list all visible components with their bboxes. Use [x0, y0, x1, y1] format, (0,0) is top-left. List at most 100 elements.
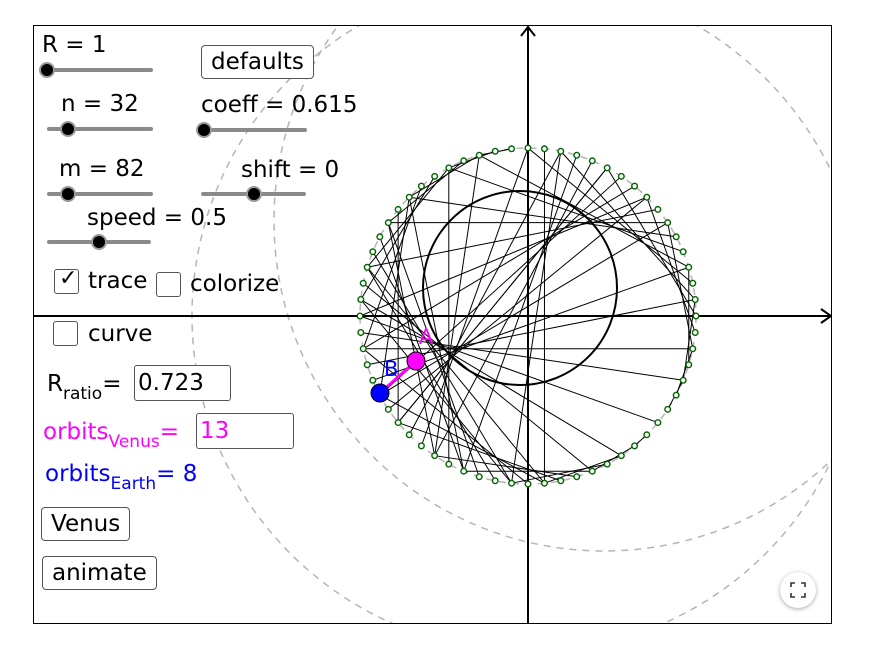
orbit-point	[685, 263, 693, 271]
orbit-point	[617, 452, 625, 460]
chord-line	[362, 185, 635, 350]
m-slider[interactable]	[47, 186, 153, 202]
m-label: m = 82	[59, 156, 145, 182]
orbit-point	[557, 477, 565, 485]
chord-line	[366, 167, 450, 268]
R-slider-track[interactable]	[47, 68, 153, 72]
ratio-label: Rratio=	[47, 373, 121, 403]
orbit-point	[491, 147, 499, 155]
orbit-point	[431, 172, 439, 180]
orbit-point	[357, 328, 365, 336]
orbit-point	[524, 480, 532, 488]
ratio-input[interactable]: 0.723	[134, 365, 231, 401]
orbit-point	[654, 205, 662, 213]
orbits-venus-label: orbitsVenus=	[43, 419, 179, 451]
orbit-point	[540, 479, 548, 487]
orbit-point	[691, 296, 699, 304]
point-A[interactable]	[406, 351, 426, 371]
orbit-point	[692, 312, 700, 320]
shift-slider-knob[interactable]	[245, 186, 262, 202]
orbit-point	[631, 442, 639, 450]
orbit-point	[689, 279, 697, 287]
chord-line	[360, 331, 684, 381]
chord-line	[379, 394, 545, 484]
orbits-earth-base: orbits	[45, 461, 111, 487]
orbit-point	[359, 345, 367, 353]
chord-line	[362, 348, 529, 485]
orbit-point	[685, 361, 693, 369]
orbit-points	[356, 144, 700, 488]
venus-button[interactable]: Venus	[41, 507, 131, 541]
orbit-point	[691, 328, 699, 336]
orbit-point	[664, 219, 672, 227]
coeff-slider[interactable]	[196, 122, 307, 138]
coeff-slider-knob[interactable]	[196, 122, 212, 138]
orbit-point	[417, 182, 425, 190]
n-slider-track[interactable]	[47, 127, 153, 131]
speed-slider-knob[interactable]	[91, 234, 107, 250]
orbit-point	[369, 376, 377, 384]
chord-line	[362, 282, 593, 472]
R-slider[interactable]	[39, 62, 153, 78]
trace-checkbox[interactable]: ✓	[54, 268, 79, 294]
defaults-button[interactable]: defaults	[201, 45, 314, 79]
curve-checkbox[interactable]	[53, 321, 78, 346]
chord-line	[359, 315, 659, 424]
orbits-venus-input[interactable]: 13	[196, 413, 294, 449]
chord-line	[560, 150, 696, 300]
orbit-point	[540, 145, 548, 153]
n-slider-knob[interactable]	[60, 121, 77, 137]
earth-orbit-circle	[273, 26, 831, 552]
orbit-point	[445, 460, 453, 468]
orbit-point	[508, 479, 516, 487]
chord-line	[387, 222, 480, 477]
n-label: n = 32	[61, 91, 139, 117]
speed-slider[interactable]	[47, 234, 151, 250]
chord-line	[359, 196, 647, 317]
chord-line	[397, 422, 561, 482]
shift-slider[interactable]	[201, 186, 306, 202]
orbit-point	[376, 233, 384, 241]
x-axis-arrow	[820, 308, 831, 324]
orbit-point	[603, 164, 611, 172]
y-axis-arrow	[520, 26, 536, 37]
orbit-point	[679, 376, 687, 384]
orbit-point	[460, 157, 468, 165]
chord-line	[527, 147, 694, 284]
orbits-venus-eq: =	[159, 419, 179, 445]
orbit-point	[603, 460, 611, 468]
chord-line	[372, 251, 512, 484]
applet-canvas[interactable]: A B R = 1 defaults n = 32 coeff = 0.615 …	[33, 25, 832, 624]
curve-label: curve	[88, 321, 153, 347]
orbit-point	[508, 145, 516, 153]
chord-line	[478, 154, 690, 268]
colorize-checkbox[interactable]	[156, 272, 181, 297]
animate-button[interactable]: animate	[42, 556, 157, 590]
coeff-label: coeff = 0.615	[201, 92, 358, 118]
R-slider-knob[interactable]	[39, 62, 55, 78]
chord-line	[379, 197, 410, 396]
m-slider-track[interactable]	[47, 192, 153, 196]
fullscreen-button[interactable]	[780, 572, 816, 608]
orbit-point	[672, 233, 680, 241]
colorize-label: colorize	[190, 271, 280, 297]
orbit-point	[617, 172, 625, 180]
orbit-point	[369, 248, 377, 256]
orbit-point	[475, 473, 483, 481]
chord-line	[379, 222, 668, 396]
trace-label: trace	[88, 268, 148, 294]
m-slider-knob[interactable]	[60, 186, 77, 202]
orbit-point	[631, 182, 639, 190]
orbit-point	[643, 431, 651, 439]
chord-line	[387, 196, 648, 410]
n-slider[interactable]	[47, 121, 153, 137]
coeff-slider-track[interactable]	[204, 128, 307, 132]
orbit-point	[588, 157, 596, 165]
orbit-point	[356, 312, 364, 320]
point-B[interactable]	[370, 383, 390, 403]
graphics-view[interactable]: A B	[34, 26, 832, 624]
chord-line	[667, 222, 694, 349]
orbit-point	[417, 442, 425, 450]
orbit-point	[394, 419, 402, 427]
orbits-venus-base: orbits	[43, 419, 109, 445]
